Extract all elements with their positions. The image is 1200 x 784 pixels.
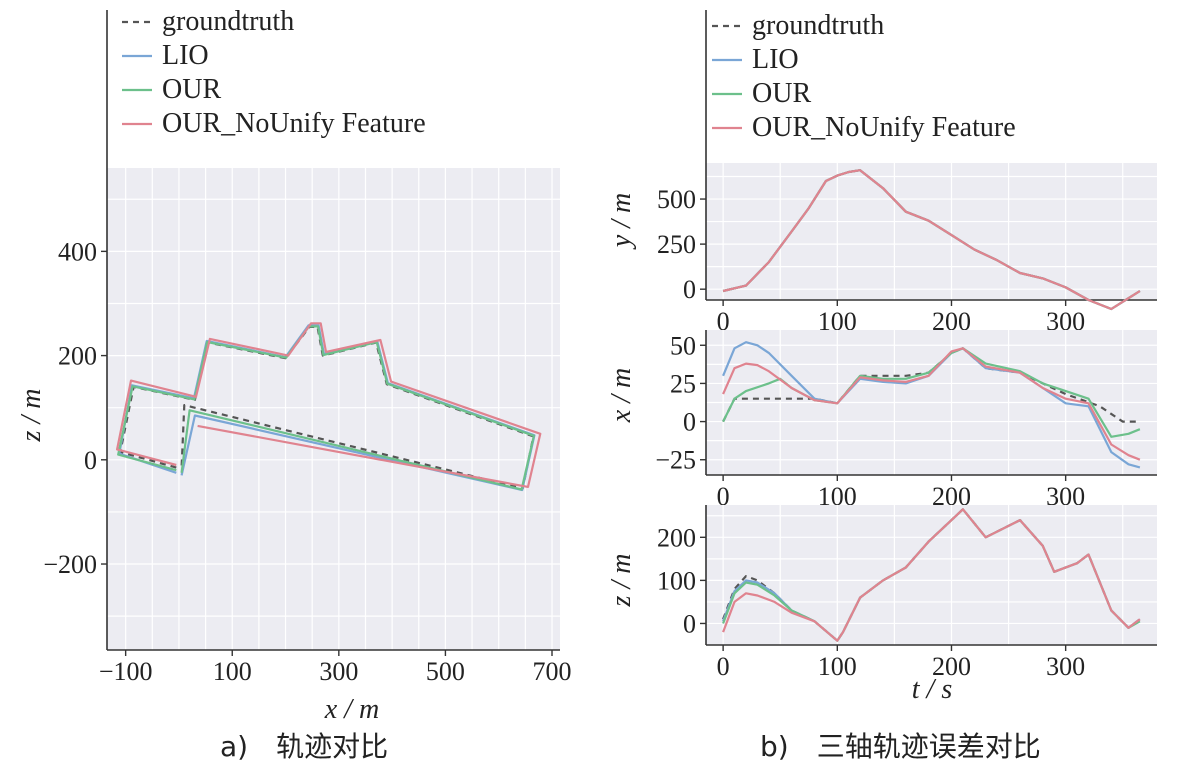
y-tick-label: 0 (683, 275, 696, 304)
y-tick-label: 100 (657, 566, 696, 595)
y-tick-label: 0 (683, 408, 696, 437)
legend-label: OUR (162, 74, 221, 105)
y-tick-label: 500 (657, 185, 696, 214)
series-line-our (117, 325, 535, 491)
y-axis-label: x / m (606, 368, 637, 423)
caption-a: a) 轨迹对比 (220, 730, 388, 763)
y-tick-label: 50 (670, 331, 696, 360)
x-tick-label: 0 (717, 482, 730, 511)
x-tick-label: 500 (426, 657, 465, 686)
y-tick-label: 250 (657, 230, 696, 259)
series-line-our-nounify-feature (722, 169, 1141, 311)
legend-label: groundtruth (752, 10, 884, 41)
y-tick-label: −200 (43, 550, 97, 579)
x-tick-label: 100 (213, 657, 252, 686)
x-tick-label: 700 (533, 657, 572, 686)
panel-traj: −100 100 300 500 700 −200 0 200 400 z / m x / m (16, 10, 572, 725)
y-tick-label: 200 (657, 523, 696, 552)
x-axis-label: t / s (912, 674, 953, 705)
plot-area (706, 163, 1157, 300)
y-axis-label: y / m (606, 193, 637, 250)
panel-z: 0 100 200 300 0 100 200 z / m t / s (606, 505, 1157, 705)
legend-label: LIO (752, 44, 799, 75)
x-tick-label: 0 (717, 307, 730, 336)
y-tick-label: 0 (84, 446, 97, 475)
legend-label: groundtruth (162, 6, 294, 37)
caption-b: b) 三轴轨迹误差对比 (760, 730, 1041, 763)
legend-label: OUR (752, 78, 811, 109)
y-axis-label: z / m (16, 389, 47, 443)
y-tick-label: 25 (670, 369, 696, 398)
x-tick-label: −100 (99, 657, 153, 686)
y-tick-label: 200 (58, 342, 97, 371)
x-axis-label: x / m (324, 694, 379, 725)
x-tick-label: 300 (1046, 652, 1085, 681)
plot-area (706, 505, 1157, 645)
plot-area (107, 168, 560, 650)
y-tick-label: 400 (58, 237, 97, 266)
x-tick-label: 200 (932, 652, 971, 681)
series-line-our-nounify-feature (722, 508, 1141, 642)
legend-label: OUR_NoUnify Feature (752, 112, 1016, 143)
x-tick-label: 300 (319, 657, 358, 686)
series-line-our-nounify-feature (722, 347, 1141, 461)
series-line-our-nounify-feature (116, 322, 542, 488)
y-tick-label: 0 (683, 609, 696, 638)
series-line-groundtruth (722, 347, 1140, 423)
x-tick-label: 0 (717, 652, 730, 681)
x-tick-label: 100 (818, 652, 857, 681)
legend-label: OUR_NoUnify Feature (162, 108, 426, 139)
series-line-our (722, 347, 1141, 438)
y-axis-label: z / m (606, 554, 637, 608)
y-tick-label: −25 (655, 446, 696, 475)
legend-label: LIO (162, 40, 209, 71)
